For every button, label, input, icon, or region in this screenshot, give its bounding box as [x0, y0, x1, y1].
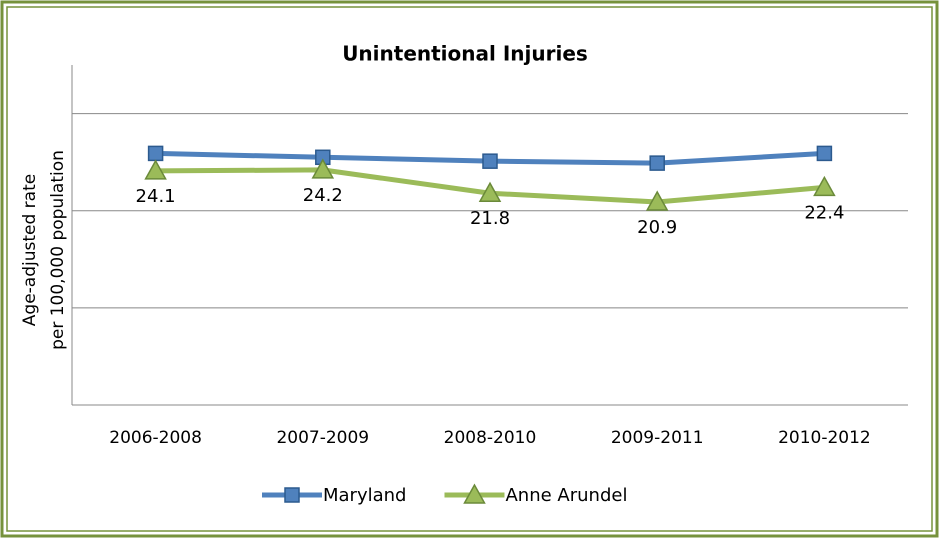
- data-label: 24.1: [136, 186, 176, 207]
- data-label: 22.4: [804, 202, 844, 223]
- legend-label: Anne Arundel: [505, 485, 627, 506]
- x-tick-label: 2009-2011: [611, 428, 704, 448]
- legend-marker: [284, 487, 300, 503]
- x-tick-label: 2008-2010: [444, 428, 537, 448]
- data-point: [311, 158, 335, 179]
- data-point: [144, 159, 167, 180]
- data-point: [816, 145, 833, 162]
- frame-inner: [6, 6, 933, 532]
- data-label: 20.9: [637, 217, 677, 238]
- data-point: [147, 145, 164, 162]
- x-tick-label: 2010-2012: [778, 428, 871, 448]
- data-label: 24.2: [303, 185, 343, 206]
- legend-marker: [463, 483, 486, 504]
- data-label: 21.8: [470, 208, 510, 229]
- data-point: [482, 153, 498, 169]
- chart-title: Unintentional Injuries: [342, 42, 588, 66]
- y-axis-label: per 100,000 population: [48, 150, 68, 350]
- legend-label: Maryland: [323, 485, 406, 506]
- data-point: [478, 181, 502, 202]
- x-tick-label: 2007-2009: [276, 428, 369, 448]
- data-point: [645, 190, 669, 211]
- x-tick-label: 2006-2008: [109, 428, 202, 448]
- data-point: [649, 155, 665, 171]
- data-point: [813, 175, 836, 197]
- y-axis-label: Age-adjusted rate: [20, 174, 40, 326]
